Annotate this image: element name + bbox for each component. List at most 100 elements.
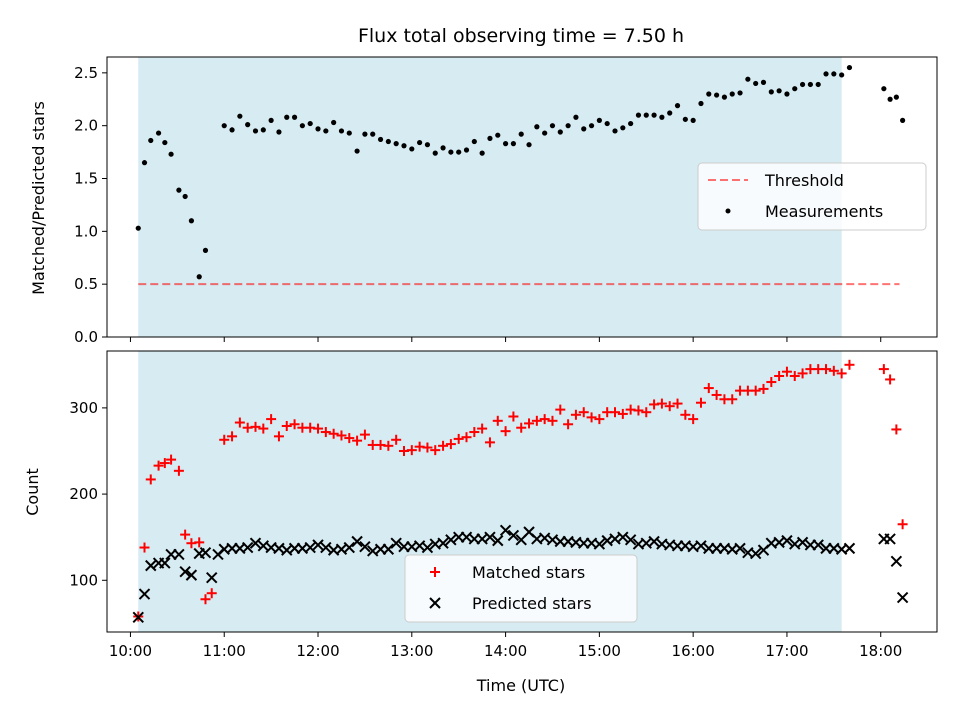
predicted-star-point-b	[789, 538, 801, 550]
matched-star-point	[508, 411, 519, 422]
matched-star-point	[273, 431, 284, 442]
predicted-star-point-b	[765, 537, 778, 549]
matched-star-point	[320, 427, 331, 438]
predicted-star-point	[304, 541, 316, 554]
matched-star-point	[173, 465, 184, 476]
predicted-star-point-b	[241, 541, 254, 554]
predicted-star-point-b	[843, 542, 856, 555]
matched-star-point	[438, 440, 449, 451]
measurement-point	[792, 86, 798, 92]
matched-star-point	[555, 404, 566, 415]
predicted-star-point-b	[320, 541, 332, 554]
legend-measurements-swatch	[725, 208, 731, 214]
predicted-star-point	[617, 531, 629, 543]
matched-star-point	[750, 385, 761, 396]
predicted-star-point	[138, 588, 151, 600]
matched-star-point	[672, 398, 683, 409]
measurement-point	[542, 130, 548, 136]
predicted-star-point	[312, 539, 324, 551]
measurement-point	[176, 187, 182, 193]
predicted-star-point-b	[390, 537, 402, 549]
measurement-point	[823, 71, 829, 77]
predicted-star-point-b	[218, 543, 230, 555]
matched-star-point	[891, 424, 902, 435]
measurement-point	[448, 149, 454, 155]
predicted-star-point	[884, 533, 896, 545]
x-axis-label: Time (UTC)	[476, 676, 565, 695]
matched-star-point	[258, 423, 269, 434]
predicted-star-point-b	[173, 548, 185, 561]
matched-star-point	[461, 432, 472, 443]
measurement-point	[690, 117, 696, 123]
measurement-point	[354, 148, 360, 154]
predicted-star-point	[249, 537, 262, 549]
y-tick-label: 1.0	[74, 222, 98, 240]
measurement-point	[401, 143, 407, 149]
predicted-star-point-b	[179, 565, 191, 578]
predicted-star-point	[173, 548, 185, 561]
predicted-star-point-b	[367, 545, 379, 557]
measurement-point	[276, 129, 282, 135]
matched-star-point	[531, 415, 542, 426]
measurement-point	[182, 193, 188, 200]
predicted-star-point-b	[281, 544, 293, 556]
predicted-star-point	[492, 534, 504, 547]
measurement-point	[721, 94, 728, 100]
measurement-point	[698, 100, 704, 107]
measurement-point	[307, 120, 313, 127]
matched-star-point	[539, 414, 550, 425]
matched-star-point	[680, 409, 691, 420]
matched-star-point	[383, 440, 394, 451]
predicted-star-point	[896, 591, 909, 604]
measurement-point	[168, 151, 174, 157]
measurement-point	[667, 110, 673, 116]
matched-star-point	[445, 439, 456, 450]
predicted-star-point-b	[896, 591, 909, 604]
predicted-star-point-b	[343, 541, 355, 554]
x-tick-label: 10:00	[109, 642, 152, 660]
matched-star-point	[897, 519, 908, 530]
measurement-point	[188, 218, 195, 224]
measurement-point	[229, 127, 235, 133]
measurement-point	[588, 123, 595, 129]
y-tick-label: 0.5	[74, 275, 98, 293]
predicted-star-point	[734, 542, 746, 555]
matched-star-point	[516, 422, 527, 433]
y-tick-label: 100	[69, 571, 98, 589]
measurement-point	[776, 88, 782, 94]
predicted-star-point-b	[695, 540, 707, 552]
measurement-point	[846, 64, 853, 71]
measurement-point	[745, 76, 751, 82]
legend-predicted-marker-b	[429, 597, 441, 609]
measurement-point	[682, 116, 688, 122]
predicted-star-point-b	[632, 538, 645, 550]
measurement-point	[291, 114, 298, 120]
predicted-star-point-b	[726, 543, 738, 555]
measurement-point	[831, 71, 837, 77]
predicted-star-point	[507, 529, 520, 542]
predicted-star-point-b	[609, 533, 621, 545]
y-tick-label: 0.0	[74, 328, 98, 346]
predicted-star-point-b	[304, 541, 316, 554]
legend-predicted-label: Predicted stars	[472, 594, 592, 613]
matched-star-point	[828, 365, 839, 376]
predicted-star-point-b	[812, 539, 824, 551]
chart-title: Flux total observing time = 7.50 h	[358, 25, 684, 47]
matched-star-point	[633, 405, 644, 416]
predicted-star-point	[624, 534, 637, 546]
legend-matched-swatch	[430, 567, 440, 577]
legend-predicted-marker	[429, 597, 441, 609]
predicted-star-point-b	[132, 611, 144, 624]
predicted-star-point	[351, 535, 363, 548]
measurement-point	[534, 124, 540, 130]
measurement-point	[456, 149, 462, 155]
predicted-star-point-b	[159, 557, 171, 569]
legend-matched-label: Matched stars	[472, 563, 585, 582]
matched-star-point	[227, 431, 238, 442]
predicted-star-point-b	[199, 546, 212, 559]
predicted-star-point-b	[531, 533, 543, 545]
predicted-star-point-b	[312, 539, 324, 551]
x-tick-label: 11:00	[203, 642, 246, 660]
measurement-point	[635, 112, 642, 118]
matched-star-point	[484, 437, 495, 448]
